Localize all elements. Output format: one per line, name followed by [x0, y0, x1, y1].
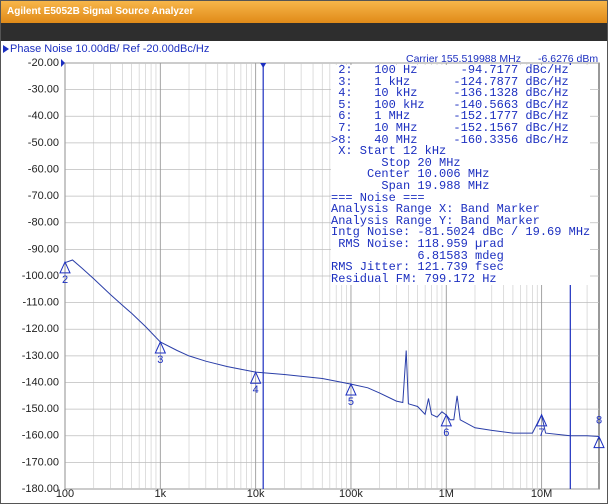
y-tick-label: -30.00 — [28, 84, 59, 96]
x-tick-label: 1M — [439, 488, 454, 500]
marker — [440, 413, 453, 427]
carrier: Carrier 155.519988 MHz — [406, 53, 521, 65]
marker — [345, 382, 357, 396]
marker-table-line: Analysis Range Y: Band Marker — [331, 213, 540, 228]
y-tick-label: -90.00 — [28, 243, 59, 255]
marker — [154, 340, 167, 354]
toolbar — [1, 23, 607, 41]
marker-table-line: RMS Noise: 118.959 µrad — [331, 236, 504, 251]
y-tick-label: -170.00 — [22, 456, 59, 468]
marker-label: 6 — [443, 427, 449, 439]
x-tick-label: 1k — [155, 488, 167, 500]
marker-label: 4 — [253, 384, 259, 396]
marker-table: 2: 100 Hz -94.7177 dBc/Hz 3: 1 kHz -124.… — [331, 63, 591, 286]
marker-label: 8 — [596, 415, 602, 427]
marker-label: 5 — [348, 396, 354, 408]
marker-table-line: RMS Jitter: 121.739 fsec — [331, 260, 504, 275]
marker-table-line: >8: 40 MHz -160.3356 dBc/Hz — [331, 132, 569, 147]
y-tick-label: -160.00 — [22, 430, 59, 442]
y-tick-label: -60.00 — [28, 163, 59, 175]
x-tick-label: 100k — [339, 488, 363, 500]
y-tick-label: -40.00 — [28, 110, 59, 122]
y-tick-label: -130.00 — [22, 350, 59, 362]
marker-table-line: 4: 10 kHz -136.1328 dBc/Hz — [331, 86, 569, 101]
marker-label: 7 — [539, 427, 545, 439]
marker-table-line: Intg Noise: -81.5024 dBc / 19.69 MHz — [331, 225, 591, 240]
chart-title: Phase Noise 10.00dB/ Ref -20.00dBc/Hz — [10, 43, 209, 55]
marker-table-line: 5: 100 kHz -140.5663 dBc/Hz — [331, 97, 569, 112]
y-tick-label: -150.00 — [22, 403, 59, 415]
marker-label: 2 — [62, 274, 68, 286]
marker-table-line: Center 10.006 MHz — [331, 167, 490, 182]
marker-table-line: Stop 20 MHz — [331, 155, 461, 170]
x-tick-label: 10M — [531, 488, 552, 500]
y-tick-label: -120.00 — [22, 323, 59, 335]
trace — [64, 259, 600, 437]
marker-table-line: X: Start 12 kHz — [331, 144, 447, 159]
y-tick-label: -20.00 — [28, 57, 59, 69]
marker-table-line: === Noise === — [331, 190, 425, 205]
window-title: Agilent E5052B Signal Source Analyzer — [1, 1, 607, 23]
ref-arrow — [61, 59, 65, 67]
marker-table-line: 6.81583 mdeg — [331, 248, 504, 263]
x-tick-label: 100 — [56, 488, 74, 500]
marker-table-line: 2: 100 Hz -94.7177 dBc/Hz — [331, 63, 569, 77]
marker-table-line: Span 19.988 MHz — [331, 178, 490, 193]
marker-table-line: Analysis Range X: Band Marker — [331, 202, 540, 217]
active-trace-arrow — [3, 45, 9, 53]
y-tick-label: -180.00 — [22, 483, 59, 495]
marker-table-line: Residual FM: 799.172 Hz — [331, 271, 497, 286]
marker-table-line: 7: 10 MHz -152.1567 dBc/Hz — [331, 120, 569, 135]
band-marker-flag — [260, 63, 267, 68]
y-tick-label: -100.00 — [22, 270, 59, 282]
y-tick-label: -50.00 — [28, 137, 59, 149]
y-tick-label: -110.00 — [23, 297, 60, 309]
marker — [249, 370, 262, 384]
marker — [59, 260, 71, 274]
marker-table-line: 3: 1 kHz -124.7877 dBc/Hz — [331, 74, 569, 89]
y-tick-label: -70.00 — [28, 190, 59, 202]
marker — [535, 413, 548, 427]
marker-table-line: 6: 1 MHz -152.1777 dBc/Hz — [331, 109, 569, 124]
marker — [593, 435, 605, 449]
x-tick-label: 10k — [247, 488, 265, 500]
y-tick-label: -140.00 — [22, 376, 59, 388]
y-tick-label: -80.00 — [28, 217, 59, 229]
marker-label: 3 — [157, 354, 163, 366]
carrier-power: -6.6276 dBm — [538, 53, 598, 65]
